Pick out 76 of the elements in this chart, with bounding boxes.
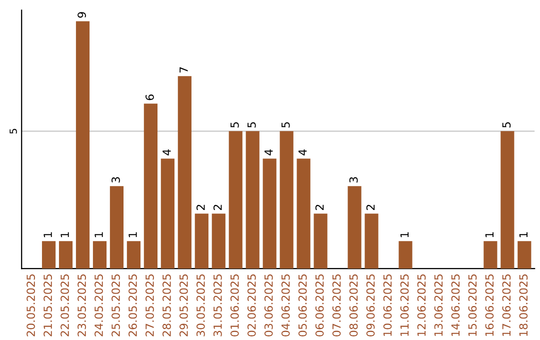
bar [500,131,514,269]
bar [518,241,532,269]
data-label: 1 [60,232,69,238]
x-tick-label: 09.06.2025 [366,274,375,336]
x-tick-label: 08.06.2025 [349,274,358,336]
bar [212,214,226,269]
x-tick-label: 02.06.2025 [247,274,256,336]
data-label: 5 [230,122,239,128]
x-tick-label: 12.06.2025 [417,274,426,336]
x-tick-label: 10.06.2025 [383,274,392,336]
bar [484,241,498,269]
bar [76,21,90,269]
data-label: 2 [213,204,222,210]
bar [178,76,192,269]
data-label: 5 [502,122,511,128]
x-tick-label: 29.05.2025 [179,274,188,336]
bar [348,186,362,269]
x-tick-label: 31.05.2025 [213,274,222,336]
data-label: 2 [196,204,205,210]
bar [58,241,73,269]
data-label: 9 [78,12,86,18]
data-label: 5 [248,122,256,128]
x-tick-label: 11.06.2025 [400,274,409,336]
data-label: 1 [44,232,52,238]
x-tick-label: 26.05.2025 [128,274,137,336]
data-label: 4 [264,149,273,156]
x-tick-label: 04.06.2025 [281,274,290,336]
bar [42,241,56,269]
x-tick-label: 03.06.2025 [264,274,273,336]
x-tick-label: 15.06.2025 [468,274,477,336]
x-tick-label: 28.05.2025 [162,274,171,336]
data-label: 5 [282,122,290,128]
bar [144,104,158,269]
data-label: 2 [315,204,324,210]
bar [314,214,328,269]
bar [228,131,242,269]
bar [398,241,412,269]
bar [92,241,107,269]
x-tick-label: 05.06.2025 [298,274,307,336]
x-tick-label: 07.06.2025 [332,274,341,336]
x-tick-label: 20.05.2025 [26,274,36,336]
bar [262,158,276,269]
data-label: 4 [162,149,171,156]
x-tick-label: 14.06.2025 [451,274,460,336]
data-label: 1 [94,232,103,238]
data-label: 4 [298,149,307,156]
bar [364,214,378,269]
data-label: 1 [128,232,137,238]
data-label: 2 [366,204,375,210]
bar [296,158,310,269]
data-label: 7 [180,67,188,72]
x-tick-label: 17.06.2025 [502,274,511,336]
bar [280,131,294,269]
bar [110,186,124,269]
data-label: 1 [519,232,528,238]
data-label: 1 [485,232,494,238]
bar [160,158,174,269]
x-tick-label: 16.06.2025 [485,274,494,336]
x-tick-label: 21.05.2025 [44,274,52,336]
bar [126,241,141,269]
x-tick-label: 24.05.2025 [94,274,103,336]
x-tick-label: 25.05.2025 [112,274,120,336]
bar [246,131,260,269]
x-tick-label: 06.06.2025 [315,274,324,336]
x-tick-label: 30.05.2025 [196,274,205,336]
x-tick-label: 22.05.2025 [60,274,69,336]
x-tick-label: 27.05.2025 [146,274,154,336]
data-label: 1 [400,232,409,238]
data-label: 3 [349,177,358,183]
data-label: 3 [112,177,120,183]
x-tick-label: 01.06.2025 [230,274,239,336]
x-tick-label: 13.06.2025 [434,274,443,336]
bar [194,214,208,269]
data-label: 6 [146,94,154,100]
x-tick-label: 18.06.2025 [519,274,528,336]
x-tick-label: 23.05.2025 [78,274,86,336]
